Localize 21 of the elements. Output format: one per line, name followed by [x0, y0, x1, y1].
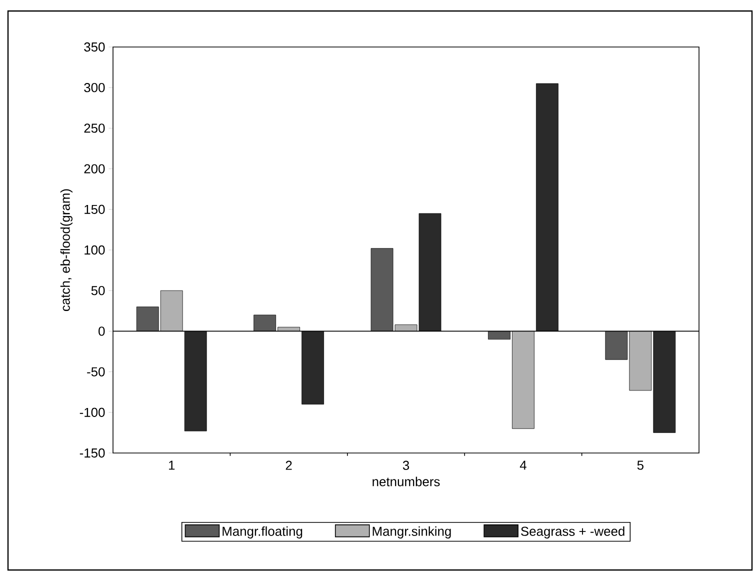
y-axis-title: catch, eb-flood(gram): [60, 189, 72, 311]
x-tick-label: 1: [168, 460, 175, 470]
x-tick-label: 3: [402, 460, 410, 470]
y-tick-label: -50: [87, 367, 105, 376]
y-tick-label: -100: [80, 408, 105, 417]
x-axis-title: netnumbers: [372, 476, 440, 486]
y-tick-label: 250: [84, 124, 105, 133]
y-tick-label: 0: [98, 326, 105, 336]
x-tick-label: 5: [637, 460, 644, 470]
legend-label: Mangr.sinking: [372, 526, 451, 538]
y-tick-label: 50: [91, 286, 105, 296]
legend-label: Seagrass + -weed: [521, 526, 624, 538]
x-tick-label: 2: [286, 460, 292, 470]
y-tick-label: 300: [84, 83, 105, 92]
y-tick-label: 200: [84, 164, 105, 174]
y-tick-label: 350: [84, 42, 105, 52]
y-tick-label: 100: [84, 245, 105, 255]
y-tick-label: -150: [80, 448, 105, 458]
x-tick-label: 4: [520, 460, 526, 470]
legend-label: Mangr.floating: [222, 526, 302, 538]
y-tick-label: 150: [84, 204, 105, 214]
